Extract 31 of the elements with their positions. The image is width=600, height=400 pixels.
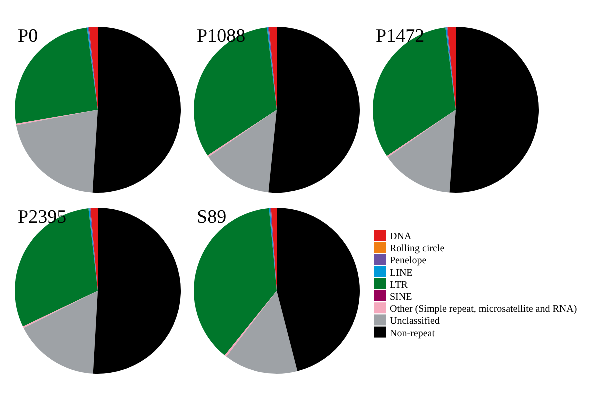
pie-slice xyxy=(224,291,277,357)
pie-slice xyxy=(226,291,298,374)
pie-slice xyxy=(93,208,181,374)
pie-slice xyxy=(16,110,98,193)
legend-label: Other (Simple repeat, microsatellite and RNA) xyxy=(390,304,578,316)
legend-label: LINE xyxy=(390,268,413,279)
pie-slice xyxy=(208,110,277,193)
chart-title: P1088 xyxy=(197,26,246,47)
legend-label: DNA xyxy=(390,232,412,242)
legend-label: Rolling circle xyxy=(390,244,446,255)
chart-title: S89 xyxy=(197,207,227,228)
pie-slice xyxy=(92,27,181,193)
legend-label: LTR xyxy=(390,280,408,291)
pie-slice xyxy=(15,208,98,327)
legend-label: Non-repeat xyxy=(390,328,436,340)
pie-slice xyxy=(450,27,539,193)
legend-label: Penelope xyxy=(390,256,428,267)
legend-label: Unclassified xyxy=(390,316,440,328)
pie-slice xyxy=(373,28,456,156)
chart-title: P0 xyxy=(18,26,38,47)
legend-label: SINE xyxy=(390,292,412,303)
pie-slice xyxy=(268,27,360,193)
chart-title: P1472 xyxy=(376,26,425,47)
pie-slice xyxy=(24,291,98,374)
pie-slice xyxy=(277,208,360,372)
chart-title: P2395 xyxy=(18,207,67,228)
pie-slice xyxy=(388,110,456,193)
pie-slice xyxy=(194,28,277,156)
pie-slice xyxy=(15,28,98,124)
pie-slice xyxy=(387,110,456,158)
pie-slice xyxy=(194,208,277,356)
